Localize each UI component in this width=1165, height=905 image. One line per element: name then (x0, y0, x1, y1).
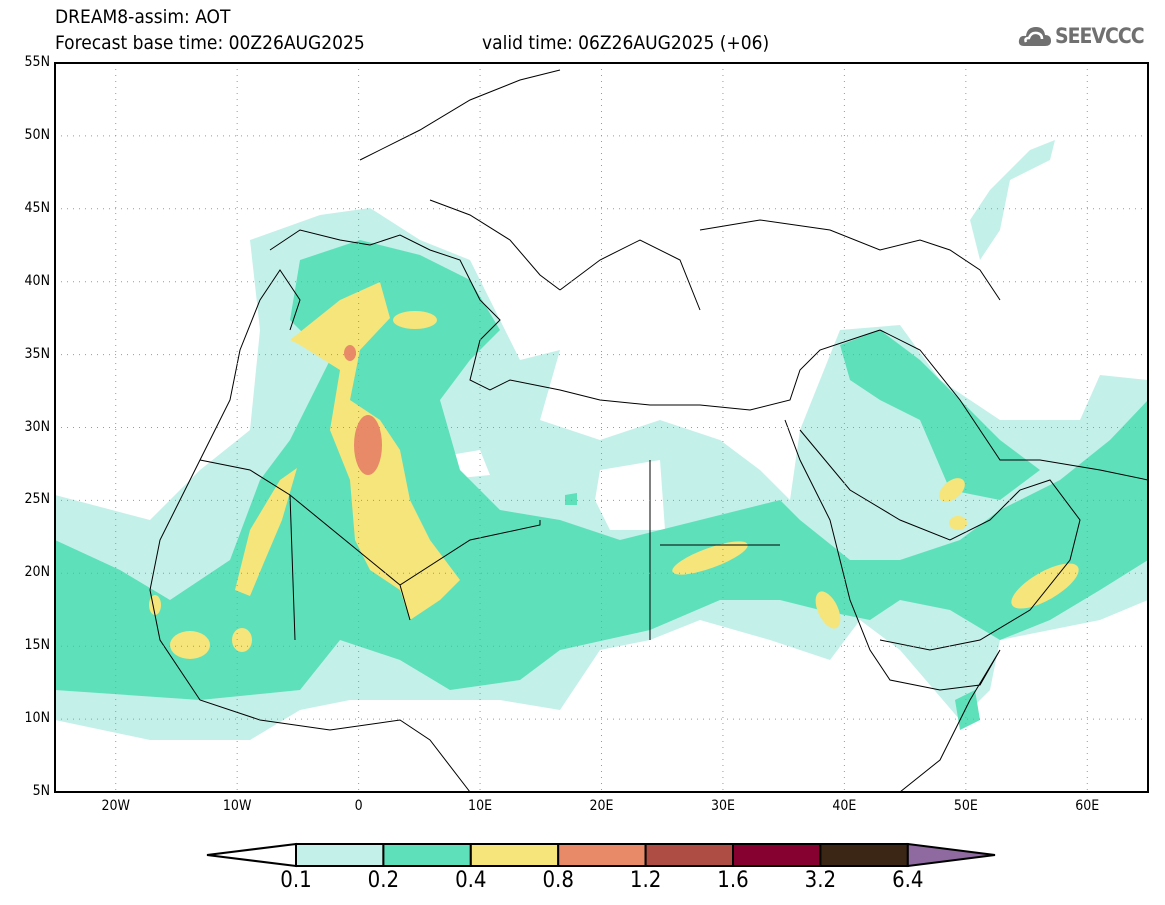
colorbar (206, 842, 996, 868)
lon-label: 20W (101, 798, 130, 814)
lat-label: 55N (24, 54, 50, 70)
cloud-icon (1018, 27, 1051, 46)
colorbar-label: 0.8 (542, 868, 574, 893)
colorbar-label: 1.6 (717, 868, 749, 893)
aot-0.8-1.2-region (344, 345, 382, 475)
colorbar-label: 0.1 (280, 868, 312, 893)
lat-label: 15N (24, 637, 50, 654)
aot-0.1-0.2-region (970, 140, 1055, 260)
lat-label: 45N (24, 199, 50, 216)
colorbar-swatch (819, 843, 909, 867)
lon-label: 50E (953, 798, 978, 814)
colorbar-over-arrow (906, 842, 996, 868)
map-title: DREAM8-assim: AOT (55, 6, 231, 28)
lat-label: 35N (24, 345, 50, 362)
colorbar-label: 0.4 (455, 868, 487, 893)
colorbar-swatch (557, 843, 647, 867)
lat-label: 25N (24, 491, 50, 508)
lon-label: 10E (468, 798, 493, 814)
logo-text: SEEVCCC (1055, 24, 1145, 48)
lon-label: 30E (710, 798, 735, 814)
clear-area (450, 450, 665, 530)
coastlines-borders (149, 69, 1148, 792)
lon-label: 20E (589, 798, 614, 814)
forecast-base-time: Forecast base time: 00Z26AUG2025 (55, 32, 365, 54)
colorbar-label: 1.2 (629, 868, 662, 893)
colorbar-under-arrow (206, 842, 297, 868)
seevccc-logo: SEEVCCC (1018, 24, 1145, 48)
lat-label: 50N (24, 126, 50, 143)
lat-label: 5N (32, 783, 50, 799)
aot-field (55, 69, 1148, 792)
colorbar-swatch (732, 843, 822, 867)
colorbar-swatch (469, 843, 560, 867)
colorbar-swatch (644, 843, 734, 867)
colorbar-label: 6.4 (892, 868, 924, 893)
lon-label: 10W (222, 798, 252, 814)
lon-label: 60E (1075, 798, 1100, 814)
lat-label: 20N (24, 564, 50, 581)
valid-time: valid time: 06Z26AUG2025 (+06) (482, 32, 770, 54)
colorbar-swatch (295, 843, 385, 867)
colorbar-label: 0.2 (367, 868, 400, 893)
lat-label: 30N (24, 418, 50, 435)
map-frame (54, 62, 1149, 793)
colorbar-swatch (382, 843, 472, 867)
lat-label: 40N (24, 272, 50, 289)
lon-label: 0 (354, 798, 363, 814)
colorbar-label: 3.2 (804, 868, 837, 893)
lon-label: 40E (832, 798, 857, 814)
lat-label: 10N (24, 710, 50, 727)
